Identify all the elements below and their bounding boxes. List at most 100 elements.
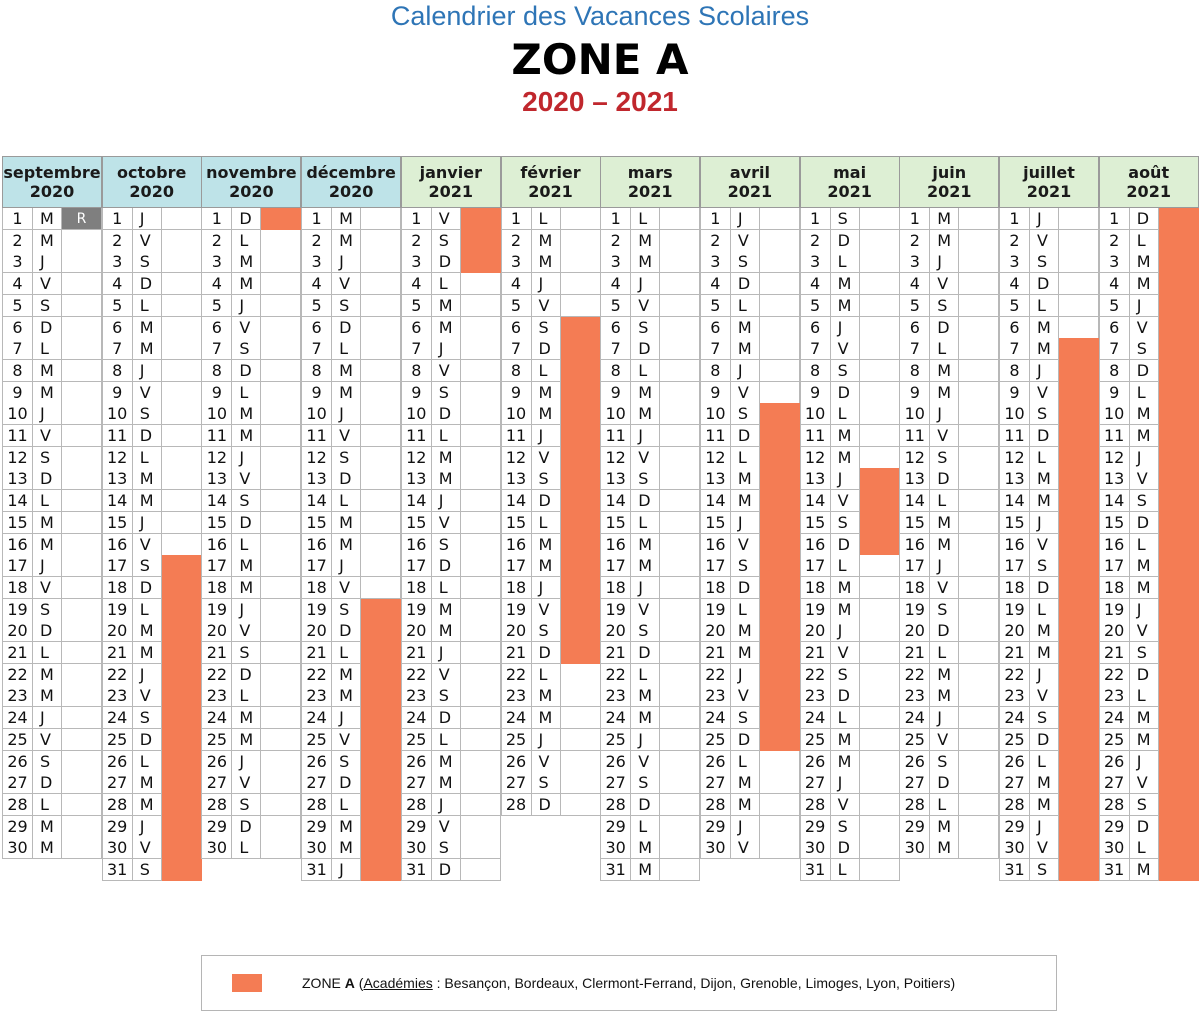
vacation-marker bbox=[161, 837, 202, 860]
month-header: mai 2021 bbox=[799, 156, 900, 208]
day-marker-empty bbox=[62, 490, 102, 513]
day-number: 9 bbox=[699, 381, 730, 404]
weekday-letter: M bbox=[331, 533, 362, 556]
weekday-letter: J bbox=[430, 642, 461, 664]
vacation-marker bbox=[1158, 555, 1199, 578]
day-number: 14 bbox=[600, 490, 631, 513]
day-row: 22 D bbox=[1098, 663, 1199, 686]
day-marker-empty bbox=[959, 533, 1000, 556]
day-number: 7 bbox=[2, 338, 32, 361]
day-row: 26 J bbox=[201, 750, 302, 773]
day-marker-empty bbox=[261, 316, 302, 339]
weekday-letter: L bbox=[530, 511, 561, 534]
day-marker-empty bbox=[361, 251, 402, 274]
day-marker-empty bbox=[161, 403, 202, 426]
day-number: 19 bbox=[999, 598, 1029, 621]
vacation-marker bbox=[161, 707, 202, 730]
day-number: 2 bbox=[101, 229, 132, 252]
day-row: 18 M bbox=[1098, 576, 1199, 599]
day-row: 29 M bbox=[301, 815, 402, 838]
weekday-letter: S bbox=[530, 316, 561, 339]
weekday-letter: S bbox=[729, 707, 760, 730]
day-marker-empty bbox=[62, 425, 102, 447]
weekday-letter: D bbox=[430, 251, 461, 274]
day-row: 13 M bbox=[999, 468, 1099, 491]
day-marker-empty bbox=[460, 815, 501, 838]
day-number: 1 bbox=[600, 208, 631, 230]
day-marker-empty bbox=[62, 273, 102, 296]
day-number: 20 bbox=[999, 620, 1029, 643]
weekday-letter: L bbox=[1128, 229, 1159, 252]
vacation-marker bbox=[1059, 359, 1099, 382]
day-number: 29 bbox=[899, 815, 930, 838]
day-marker-empty bbox=[261, 403, 302, 426]
weekday-letter: L bbox=[829, 859, 860, 881]
weekday-letter: S bbox=[630, 316, 661, 339]
weekday-letter: J bbox=[131, 359, 162, 382]
weekday-letter: V bbox=[729, 533, 760, 556]
day-marker-empty bbox=[759, 381, 800, 404]
day-row: 20 D bbox=[2, 620, 102, 643]
day-number: 24 bbox=[400, 707, 431, 730]
weekday-letter: J bbox=[231, 598, 262, 621]
day-row: 12 S bbox=[2, 446, 102, 469]
day-number: 28 bbox=[500, 793, 531, 816]
day-number: 10 bbox=[999, 403, 1029, 426]
day-number: 18 bbox=[999, 576, 1029, 599]
day-number: 7 bbox=[500, 338, 531, 361]
day-row: 20 D bbox=[301, 620, 402, 643]
vacation-marker bbox=[361, 793, 402, 816]
weekday-letter: M bbox=[929, 685, 960, 708]
day-marker-empty bbox=[660, 663, 701, 686]
day-row: 23 V bbox=[101, 685, 202, 708]
weekday-letter: M bbox=[1128, 403, 1159, 426]
vacation-marker bbox=[859, 490, 900, 513]
month-year: 2020 bbox=[29, 182, 75, 201]
day-number: 9 bbox=[600, 381, 631, 404]
day-row: 13 D bbox=[899, 468, 1000, 491]
vacation-marker bbox=[759, 663, 800, 686]
day-number: 20 bbox=[101, 620, 132, 643]
day-marker-empty bbox=[261, 620, 302, 643]
day-row: 27 M bbox=[400, 772, 501, 795]
day-number: 20 bbox=[699, 620, 730, 643]
day-number: 25 bbox=[899, 728, 930, 751]
vacation-marker bbox=[1158, 316, 1199, 339]
legend-open-paren: ( bbox=[358, 975, 364, 991]
day-number: 17 bbox=[400, 555, 431, 578]
day-number: 23 bbox=[301, 685, 332, 708]
weekday-letter: L bbox=[729, 598, 760, 621]
day-row: 21 L bbox=[2, 642, 102, 664]
weekday-letter: J bbox=[131, 815, 162, 838]
day-number: 8 bbox=[101, 359, 132, 382]
weekday-letter: J bbox=[430, 490, 461, 513]
weekday-letter: M bbox=[1029, 468, 1059, 491]
day-row: 15 L bbox=[600, 511, 701, 534]
vacation-marker bbox=[1158, 750, 1199, 773]
day-number: 19 bbox=[400, 598, 431, 621]
day-row: 12 S bbox=[899, 446, 1000, 469]
day-marker-empty bbox=[62, 316, 102, 339]
day-number: 16 bbox=[2, 533, 32, 556]
day-marker-empty bbox=[759, 837, 800, 860]
legend-academies-word: Académies bbox=[363, 975, 433, 991]
day-number: 10 bbox=[400, 403, 431, 426]
day-marker-empty bbox=[62, 685, 102, 708]
day-marker-empty bbox=[161, 229, 202, 252]
day-marker-empty bbox=[261, 273, 302, 296]
day-number: 26 bbox=[999, 750, 1029, 773]
day-number: 2 bbox=[400, 229, 431, 252]
day-number: 6 bbox=[301, 316, 332, 339]
vacation-marker bbox=[1158, 620, 1199, 643]
weekday-letter: S bbox=[530, 620, 561, 643]
day-row: 22 M bbox=[2, 663, 102, 686]
